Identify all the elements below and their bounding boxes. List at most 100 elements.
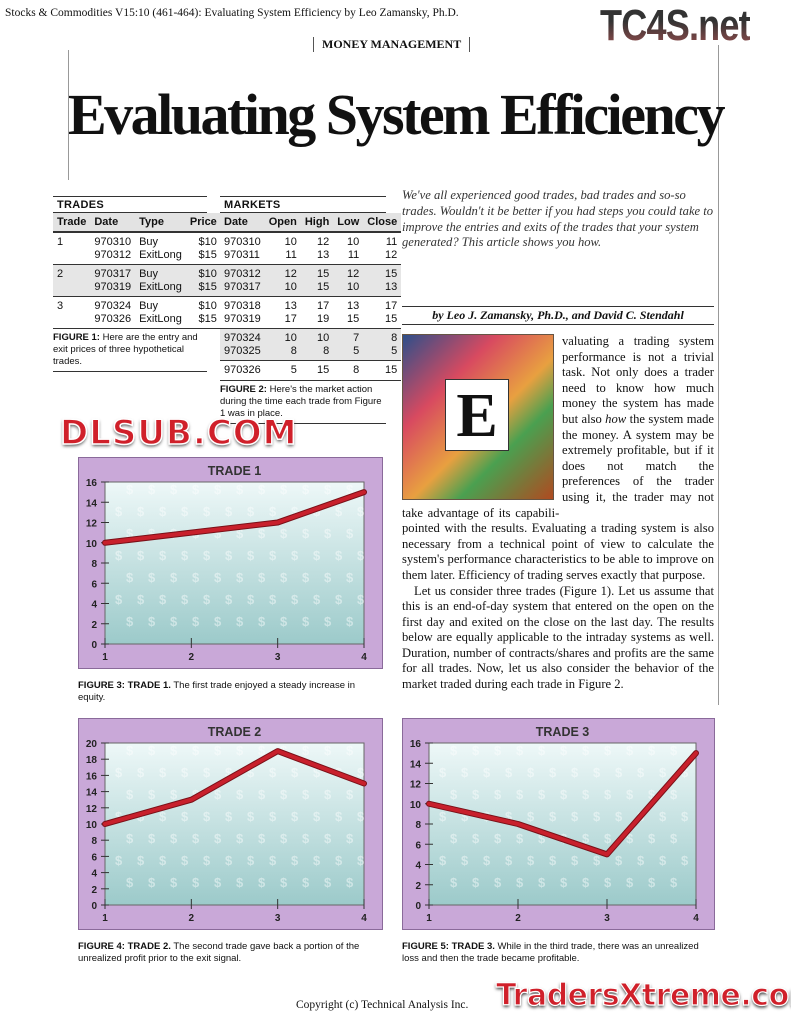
dollar-pattern-icon: $ xyxy=(214,875,222,890)
dollar-pattern-icon: $ xyxy=(483,765,491,780)
chart-trade-1: $ $ $ $ $ $ $ $ $ $ $ $ $ $ $ $ $ $ $ $ $ $ $ $ $ $ $ $ $ $ $ $ $ $ $ $ $ $ $ $… xyxy=(78,457,383,704)
caption-text: While in the third trade, there was an u… xyxy=(402,941,699,964)
dollar-pattern-icon: $ xyxy=(170,482,178,497)
dollar-pattern-icon: $ xyxy=(659,765,667,780)
tradersxtreme-watermark: TradersXtreme.com xyxy=(495,977,791,1013)
dollar-pattern-icon: $ xyxy=(494,787,502,802)
figure-2-caption: FIGURE 2: Here's the market action durin… xyxy=(220,381,386,424)
dollar-pattern-icon: $ xyxy=(258,482,266,497)
dollar-pattern-icon: $ xyxy=(560,875,568,890)
cell: 15 xyxy=(301,361,333,381)
table-row: 2 970317 970319 Buy ExitLong $10 $15 xyxy=(53,264,221,297)
trades-table: TRADES Trade Date Type Price 1 970310 970312 Bu… xyxy=(53,196,221,372)
cell: 13 15 xyxy=(333,297,363,329)
dollar-pattern-icon: $ xyxy=(148,787,156,802)
dollar-pattern-icon: $ xyxy=(346,614,354,629)
y-tick-label: 8 xyxy=(91,836,97,847)
dollar-pattern-icon: $ xyxy=(626,743,634,758)
dollar-pattern-icon: $ xyxy=(659,853,667,868)
drop-cap: E xyxy=(445,379,509,451)
column-header: Trade xyxy=(53,213,91,233)
cell-value: 10 xyxy=(317,332,330,344)
dollar-pattern-icon: $ xyxy=(357,853,365,868)
dollar-pattern-icon: $ xyxy=(214,787,222,802)
data-point xyxy=(103,822,107,826)
dollar-pattern-icon: $ xyxy=(335,548,343,563)
y-tick-label: 12 xyxy=(410,780,422,791)
dollar-pattern-icon: $ xyxy=(126,787,134,802)
cell: 17 19 xyxy=(301,297,333,329)
dollar-pattern-icon: $ xyxy=(247,765,255,780)
dollar-pattern-icon: $ xyxy=(269,504,277,519)
cell: 15 xyxy=(363,361,401,381)
dollar-pattern-icon: $ xyxy=(560,743,568,758)
dollar-pattern-icon: $ xyxy=(302,526,310,541)
cell-value: 8 xyxy=(290,344,297,357)
dollar-pattern-icon: $ xyxy=(670,831,678,846)
cell-value: 5 xyxy=(290,364,297,376)
cell: 17 15 xyxy=(363,297,401,329)
copyright: Copyright (c) Technical Analysis Inc. xyxy=(296,999,469,1011)
y-tick-label: 16 xyxy=(410,739,422,750)
cell-value: 970310 xyxy=(224,236,261,248)
dollar-pattern-icon: $ xyxy=(214,570,222,585)
caption-label: FIGURE 5: TRADE 3. xyxy=(402,941,495,952)
dollar-pattern-icon: $ xyxy=(593,853,601,868)
dollar-pattern-icon: $ xyxy=(346,743,354,758)
cell-value: 5 xyxy=(353,344,360,357)
cell-value: $10 xyxy=(198,300,217,312)
dollar-pattern-icon: $ xyxy=(637,853,645,868)
dollar-pattern-icon: $ xyxy=(225,765,233,780)
dollar-pattern-icon: $ xyxy=(247,853,255,868)
dollar-pattern-icon: $ xyxy=(159,548,167,563)
dollar-pattern-icon: $ xyxy=(324,831,332,846)
trade-number: 2 xyxy=(57,268,64,280)
dollar-pattern-icon: $ xyxy=(137,765,145,780)
dollar-pattern-icon: $ xyxy=(538,787,546,802)
cell-value: ExitLong xyxy=(139,312,182,325)
text: the system made the money. A system may … xyxy=(402,411,714,520)
dollar-pattern-icon: $ xyxy=(192,614,200,629)
cell: 13 17 xyxy=(265,297,301,329)
y-tick-label: 20 xyxy=(86,739,98,750)
y-tick-label: 8 xyxy=(415,820,421,831)
dollar-pattern-icon: $ xyxy=(236,614,244,629)
cell-value: 17 xyxy=(284,312,297,325)
dollar-pattern-icon: $ xyxy=(560,787,568,802)
caption-label: FIGURE 1: xyxy=(53,332,100,343)
dollar-pattern-icon: $ xyxy=(214,743,222,758)
dollar-pattern-icon: $ xyxy=(313,548,321,563)
dollar-pattern-icon: $ xyxy=(346,526,354,541)
dollar-pattern-icon: $ xyxy=(280,787,288,802)
dollar-pattern-icon: $ xyxy=(115,548,123,563)
cell-value: $15 xyxy=(198,248,217,261)
dollar-pattern-icon: $ xyxy=(148,614,156,629)
dollar-pattern-icon: $ xyxy=(225,853,233,868)
cell: Buy ExitLong xyxy=(135,232,186,265)
caption-text: The first trade enjoyed a steady increas… xyxy=(78,680,356,703)
dollar-pattern-icon: $ xyxy=(582,787,590,802)
dollar-pattern-icon: $ xyxy=(648,743,656,758)
cell-value: 10 xyxy=(347,236,360,248)
chart-title: TRADE 3 xyxy=(536,725,590,739)
dollar-pattern-icon: $ xyxy=(335,853,343,868)
y-tick-label: 2 xyxy=(415,881,421,892)
dollar-pattern-icon: $ xyxy=(192,875,200,890)
dollar-pattern-icon: $ xyxy=(258,831,266,846)
dollar-pattern-icon: $ xyxy=(137,548,145,563)
dollar-pattern-icon: $ xyxy=(280,482,288,497)
dollar-pattern-icon: $ xyxy=(527,809,535,824)
x-tick-label: 4 xyxy=(693,913,699,924)
dollar-pattern-icon: $ xyxy=(225,592,233,607)
dollar-pattern-icon: $ xyxy=(439,853,447,868)
cell-value: 12 xyxy=(385,248,398,261)
cell-value: 19 xyxy=(317,312,330,325)
table-row: 970312 970317 12 10 15 15 12 10 15 13 xyxy=(220,264,402,297)
cell-value: ExitLong xyxy=(139,280,182,293)
y-tick-label: 14 xyxy=(410,759,422,770)
dollar-pattern-icon: $ xyxy=(494,743,502,758)
data-point xyxy=(276,521,280,524)
dollar-pattern-icon: $ xyxy=(115,592,123,607)
column-header: Type xyxy=(135,213,186,233)
dollar-pattern-icon: $ xyxy=(203,504,211,519)
